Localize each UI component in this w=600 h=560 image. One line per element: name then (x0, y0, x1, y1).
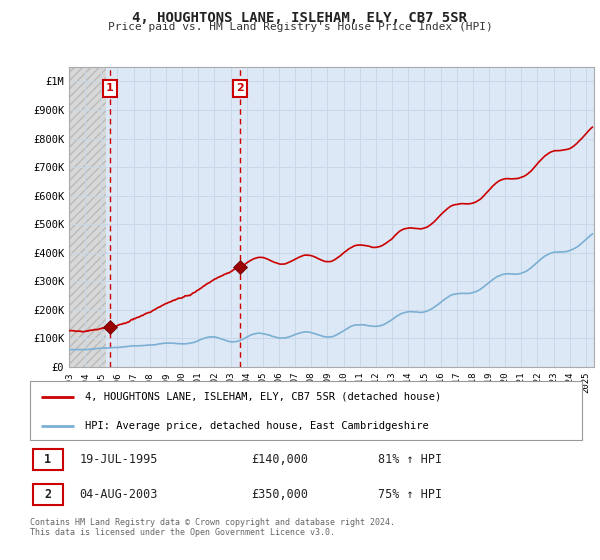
Text: 2: 2 (44, 488, 51, 501)
Text: 4, HOUGHTONS LANE, ISLEHAM, ELY, CB7 5SR: 4, HOUGHTONS LANE, ISLEHAM, ELY, CB7 5SR (133, 11, 467, 25)
Text: Price paid vs. HM Land Registry's House Price Index (HPI): Price paid vs. HM Land Registry's House … (107, 22, 493, 32)
Text: 81% ↑ HPI: 81% ↑ HPI (378, 454, 442, 466)
Text: 19-JUL-1995: 19-JUL-1995 (80, 454, 158, 466)
FancyBboxPatch shape (33, 449, 63, 470)
FancyBboxPatch shape (33, 484, 63, 505)
Text: £350,000: £350,000 (251, 488, 308, 501)
Text: 2: 2 (236, 83, 244, 93)
Text: £140,000: £140,000 (251, 454, 308, 466)
Text: 75% ↑ HPI: 75% ↑ HPI (378, 488, 442, 501)
Bar (69, 67, 106, 367)
Text: 4, HOUGHTONS LANE, ISLEHAM, ELY, CB7 5SR (detached house): 4, HOUGHTONS LANE, ISLEHAM, ELY, CB7 5SR… (85, 391, 442, 402)
FancyBboxPatch shape (30, 381, 582, 440)
Text: 1: 1 (44, 454, 51, 466)
Text: 1: 1 (106, 83, 114, 93)
Text: 04-AUG-2003: 04-AUG-2003 (80, 488, 158, 501)
Text: Contains HM Land Registry data © Crown copyright and database right 2024.
This d: Contains HM Land Registry data © Crown c… (30, 518, 395, 538)
Text: HPI: Average price, detached house, East Cambridgeshire: HPI: Average price, detached house, East… (85, 421, 429, 431)
